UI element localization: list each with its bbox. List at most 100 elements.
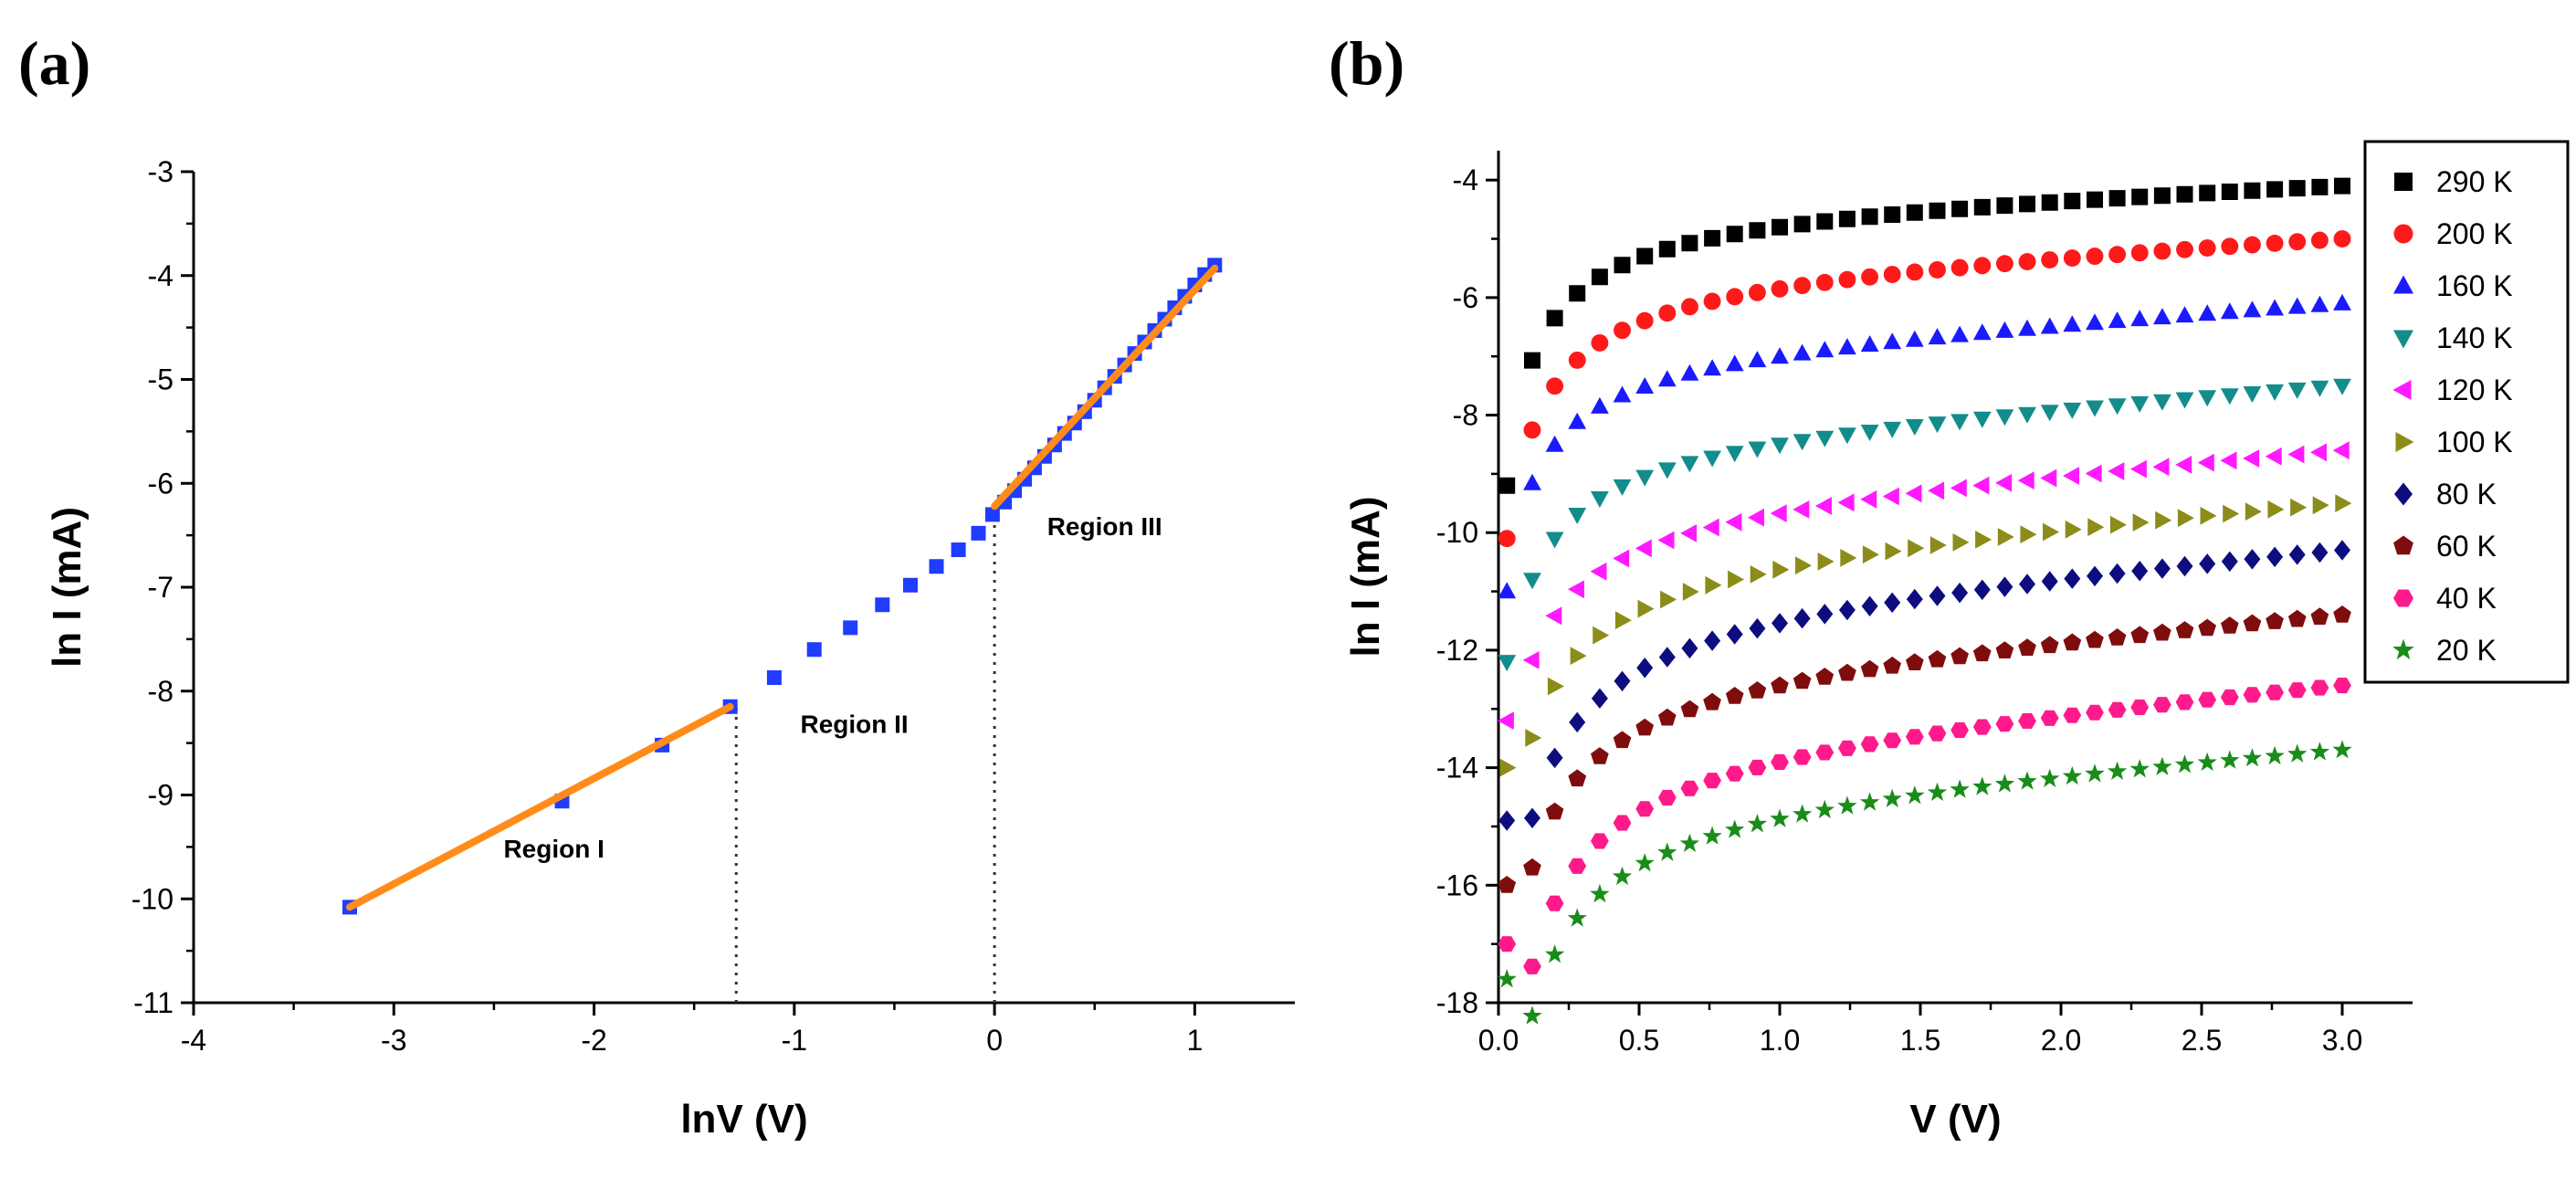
data-point — [2243, 236, 2261, 254]
data-point — [2333, 678, 2351, 694]
data-point — [1546, 747, 1563, 769]
legend-marker — [2393, 275, 2413, 294]
data-point — [1882, 487, 1899, 506]
data-point — [1569, 711, 1586, 733]
data-point — [1637, 599, 1655, 618]
data-point — [2041, 194, 2058, 211]
y-tick-label: -11 — [133, 986, 173, 1019]
data-point — [1950, 779, 1970, 798]
data-point — [1860, 489, 1877, 509]
data-point — [1972, 776, 1992, 795]
data-point — [1861, 208, 1878, 226]
data-point — [1636, 658, 1654, 679]
data-point — [1793, 277, 1812, 295]
data-point — [1614, 321, 1631, 340]
legend-label: 200 K — [2436, 217, 2513, 250]
data-point — [1882, 788, 1902, 807]
data-point — [1523, 473, 1541, 490]
data-point — [2287, 609, 2307, 627]
legend-marker — [2395, 432, 2414, 452]
data-point — [1840, 549, 1857, 567]
chart-b: 0.0 0.5 1.0 1.5 2.0 2.5 3.0 -18 -16 -14 -12 -10 -8 -6… — [1343, 140, 2570, 1142]
legend-marker — [2392, 638, 2414, 660]
data-point — [2244, 182, 2261, 199]
data-point — [2221, 616, 2239, 634]
data-point — [2288, 233, 2307, 251]
data-point — [1816, 213, 1834, 230]
data-point — [2086, 400, 2104, 417]
data-point — [2040, 468, 2057, 488]
data-point — [1498, 582, 1517, 599]
data-point — [2040, 768, 2060, 787]
data-point — [1929, 585, 1946, 606]
data-point — [2197, 752, 2217, 772]
data-point — [1725, 512, 1742, 532]
data-point — [2221, 551, 2238, 573]
data-point — [2287, 445, 2305, 464]
data-point — [1635, 718, 1654, 736]
data-point — [1859, 792, 1880, 811]
data-point — [2175, 456, 2192, 474]
data-point — [2153, 623, 2171, 641]
data-point — [2129, 759, 2150, 778]
data-point — [1838, 427, 1856, 445]
data-point — [1950, 647, 1969, 665]
data-point — [1523, 958, 1541, 974]
data-point — [2130, 310, 2150, 327]
panel-a-label: (a) — [18, 28, 90, 98]
data-point — [1748, 441, 1767, 458]
x-tick-label: -4 — [181, 1024, 206, 1057]
data-point — [1950, 414, 1969, 431]
data-point — [1568, 412, 1587, 429]
data-point — [2221, 237, 2239, 256]
data-point — [1567, 580, 1584, 599]
data-point — [2335, 494, 2352, 512]
legend-label: 290 K — [2436, 165, 2513, 198]
data-point — [2332, 441, 2350, 460]
data-point — [1793, 749, 1812, 765]
data-point — [1523, 421, 1541, 439]
data-point — [1838, 210, 1856, 227]
data-point — [2266, 546, 2284, 568]
legend-label: 120 K — [2436, 374, 2513, 406]
data-point — [2176, 240, 2193, 258]
data-point — [1547, 677, 1564, 696]
data-point — [2153, 308, 2171, 325]
y-axis-label: ln I (mA) — [1343, 497, 1388, 658]
data-point — [2310, 295, 2329, 312]
data-point — [2174, 754, 2195, 774]
y-tick-label: -4 — [1453, 163, 1478, 196]
data-point — [1771, 279, 1789, 298]
data-point — [903, 577, 918, 593]
data-point — [1815, 273, 1834, 291]
data-point — [1498, 655, 1517, 672]
x-axis-label: V (V) — [1909, 1097, 2001, 1142]
data-point — [1613, 731, 1632, 749]
data-point — [1725, 819, 1745, 838]
legend-label: 40 K — [2436, 582, 2497, 615]
data-point — [1905, 785, 1925, 805]
data-point — [1929, 261, 1946, 279]
data-point — [1771, 347, 1789, 364]
data-point — [2063, 315, 2082, 332]
data-point — [2017, 771, 2037, 790]
data-point — [1748, 681, 1767, 699]
data-point — [1704, 229, 1721, 247]
data-point — [1725, 446, 1744, 463]
data-point — [2130, 626, 2150, 644]
data-point — [1567, 908, 1587, 927]
data-point — [1568, 858, 1587, 874]
data-point — [1771, 437, 1789, 455]
y-tick-label: -18 — [1436, 986, 1478, 1019]
fit-line — [346, 702, 734, 911]
data-point — [1658, 304, 1677, 322]
region-annotation: Region III — [1047, 512, 1162, 541]
data-point — [2087, 518, 2105, 537]
data-point — [1885, 542, 1902, 561]
data-point — [1636, 247, 1654, 265]
data-point — [1815, 668, 1835, 685]
data-point — [1862, 545, 1879, 564]
data-point — [1703, 692, 1721, 711]
data-point — [1772, 218, 1788, 236]
